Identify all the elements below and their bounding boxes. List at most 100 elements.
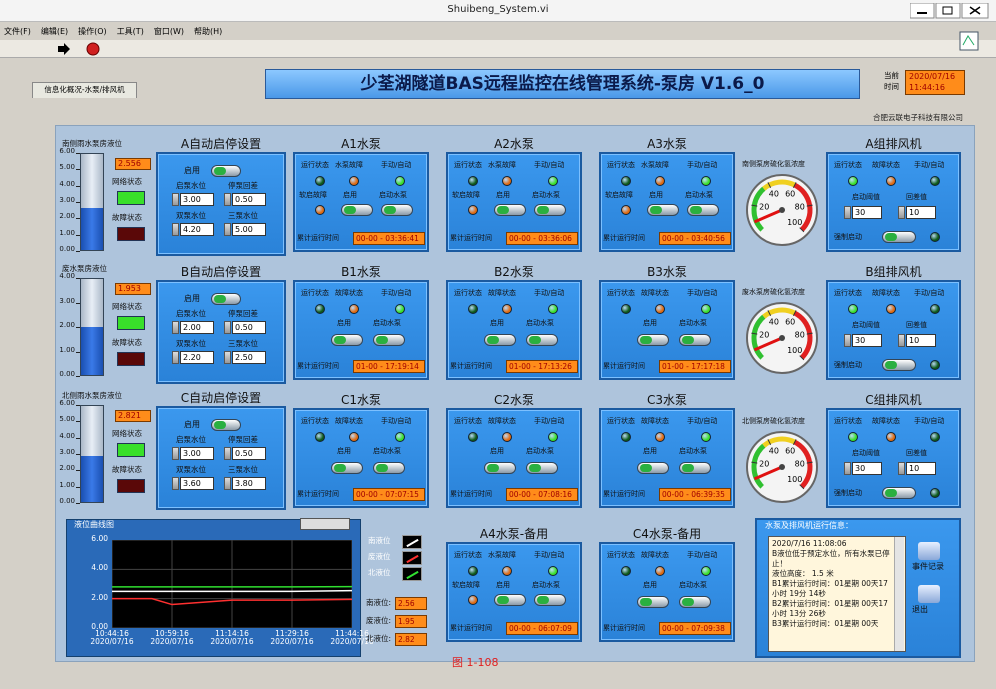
toggle-switch[interactable]: [373, 462, 405, 474]
toggle-switch[interactable]: [331, 334, 363, 346]
numeric-input[interactable]: 2.00: [180, 321, 214, 334]
numeric-input[interactable]: 2.20: [180, 351, 214, 364]
gauge-tick-label: 100: [787, 218, 802, 227]
spinner[interactable]: [172, 477, 179, 490]
gauge-tick: [792, 439, 797, 445]
gauge-tick: [751, 332, 758, 335]
numeric-input[interactable]: 3.00: [180, 447, 214, 460]
button-icon[interactable]: [918, 585, 940, 603]
spinner[interactable]: [898, 334, 905, 347]
numeric-input[interactable]: 3.00: [180, 193, 214, 206]
numeric-input[interactable]: 30: [852, 334, 882, 347]
numeric-input[interactable]: 10: [906, 462, 936, 475]
numeric-input[interactable]: 5.00: [232, 223, 266, 236]
spinner[interactable]: [844, 206, 851, 219]
numeric-input[interactable]: 30: [852, 206, 882, 219]
spinner[interactable]: [224, 223, 231, 236]
spinner[interactable]: [172, 351, 179, 364]
spinner[interactable]: [172, 193, 179, 206]
toggle-switch[interactable]: [211, 165, 241, 177]
spinner[interactable]: [844, 334, 851, 347]
numeric-input[interactable]: 10: [906, 206, 936, 219]
control-label: 启用: [337, 319, 351, 327]
led: [548, 432, 558, 442]
spinner[interactable]: [898, 206, 905, 219]
toggle-switch[interactable]: [526, 334, 558, 346]
numeric-input[interactable]: 4.20: [180, 223, 214, 236]
numeric-input[interactable]: 10: [906, 334, 936, 347]
readout-label: 南液位:: [366, 598, 392, 607]
toggle-switch[interactable]: [637, 334, 669, 346]
tank-tick-label: 5.00: [59, 415, 75, 424]
tank-tick-label: 2.00: [59, 321, 75, 329]
window-controls[interactable]: [910, 3, 990, 19]
numeric-input[interactable]: 3.60: [180, 477, 214, 490]
x-tick-label: 11:29:16 2020/07/16: [270, 629, 314, 647]
toggle-switch[interactable]: [526, 462, 558, 474]
numeric-input[interactable]: 0.50: [232, 193, 266, 206]
button-label[interactable]: 退出: [912, 605, 928, 614]
field-label: 启用: [184, 420, 200, 429]
toggle-switch[interactable]: [647, 204, 679, 216]
status-label: 手动/自动: [534, 289, 565, 297]
spinner[interactable]: [224, 477, 231, 490]
toggle-switch[interactable]: [484, 334, 516, 346]
button-icon[interactable]: [918, 542, 940, 560]
toggle-switch[interactable]: [882, 359, 916, 371]
run-buttons[interactable]: [55, 42, 105, 57]
spinner[interactable]: [844, 462, 851, 475]
section-title: C2水泵: [493, 393, 534, 407]
numeric-input[interactable]: 3.80: [232, 477, 266, 490]
toggle-switch[interactable]: [687, 204, 719, 216]
menu-item[interactable]: 操作(O): [78, 27, 107, 36]
toggle-switch[interactable]: [494, 204, 526, 216]
numeric-input[interactable]: 0.50: [232, 321, 266, 334]
toggle-switch[interactable]: [679, 462, 711, 474]
graph-tools[interactable]: [300, 518, 350, 530]
led: [395, 304, 405, 314]
led: [930, 232, 940, 242]
spinner[interactable]: [224, 321, 231, 334]
led: [621, 566, 631, 576]
toggle-switch[interactable]: [373, 334, 405, 346]
menu-item[interactable]: 工具(T): [116, 27, 144, 36]
spinner[interactable]: [898, 462, 905, 475]
control-label: 启动水泵: [379, 191, 407, 199]
toggle-switch[interactable]: [637, 462, 669, 474]
toggle-switch[interactable]: [679, 596, 711, 608]
toggle-switch[interactable]: [211, 293, 241, 305]
field-label: 强制启动: [834, 233, 862, 241]
scrollbar[interactable]: [894, 537, 904, 651]
spinner[interactable]: [224, 193, 231, 206]
tank-tick-label: 1.00: [59, 480, 75, 489]
toggle-switch[interactable]: [381, 204, 413, 216]
tab[interactable]: 信息化概况-水泵/排风机: [32, 82, 137, 98]
toggle-switch[interactable]: [882, 487, 916, 499]
spinner[interactable]: [172, 447, 179, 460]
header-banner: 少荃湖隧道BAS远程监控在线管理系统-泵房 V1.6_0: [265, 69, 860, 99]
menu-item[interactable]: 文件(F): [4, 27, 31, 36]
toggle-switch[interactable]: [331, 462, 363, 474]
spinner[interactable]: [224, 447, 231, 460]
toggle-switch[interactable]: [534, 204, 566, 216]
menu-item[interactable]: 帮助(H): [193, 27, 223, 36]
spinner[interactable]: [172, 223, 179, 236]
toggle-switch[interactable]: [211, 419, 241, 431]
spinner[interactable]: [224, 351, 231, 364]
numeric-input[interactable]: 0.50: [232, 447, 266, 460]
toggle-switch[interactable]: [882, 231, 916, 243]
numeric-input[interactable]: 30: [852, 462, 882, 475]
spinner[interactable]: [172, 321, 179, 334]
toggle-switch[interactable]: [679, 334, 711, 346]
toggle-switch[interactable]: [534, 594, 566, 606]
menu-item[interactable]: 编辑(E): [40, 27, 69, 36]
button-label[interactable]: 事件记录: [912, 562, 944, 571]
toggle-switch[interactable]: [484, 462, 516, 474]
numeric-input[interactable]: 2.50: [232, 351, 266, 364]
tank-tick: [76, 376, 80, 377]
menu-item[interactable]: 窗口(W): [153, 27, 184, 36]
toggle-switch[interactable]: [341, 204, 373, 216]
toggle-switch[interactable]: [494, 594, 526, 606]
network-indicator: [117, 191, 145, 205]
toggle-switch[interactable]: [637, 596, 669, 608]
